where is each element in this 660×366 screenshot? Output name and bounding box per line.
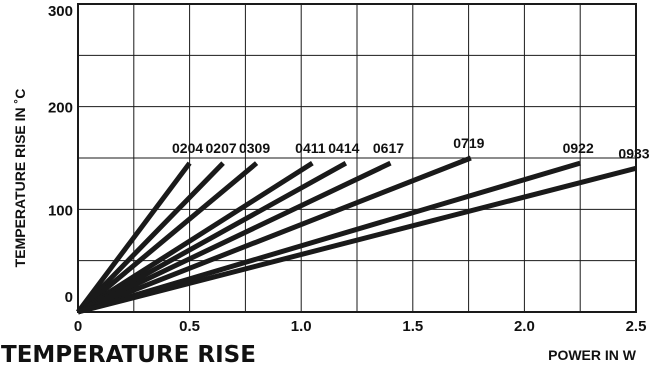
x-tick-labels: 0 0.5 1.0 1.5 2.0 2.5 [74, 318, 647, 335]
series-line-0204 [75, 161, 192, 314]
series-labels: 0204 0207 0309 0411 0414 0617 0719 0922 0933 [172, 135, 650, 161]
series-line-0617 [76, 160, 392, 315]
x-tick-label: 1.5 [402, 318, 423, 335]
series-label-0309: 0309 [239, 140, 270, 156]
series-line-0309 [76, 161, 259, 314]
y-tick-label: 300 [48, 3, 73, 20]
series-line-0719 [77, 155, 472, 315]
series-line-0933 [77, 165, 637, 315]
y-tick-label: 100 [48, 202, 73, 219]
plot-frame [77, 3, 637, 313]
x-tick-label: 2.0 [514, 318, 535, 335]
x-tick-label: 1.0 [291, 318, 312, 335]
series-label-0719: 0719 [453, 135, 484, 151]
series-line-0922 [77, 160, 581, 315]
series-label-0933: 0933 [618, 145, 649, 161]
y-tick-label: 0 [65, 289, 73, 306]
chart-title: TEMPERATURE RISE [1, 342, 256, 366]
x-tick-label: 0.5 [179, 318, 200, 335]
series-label-0411: 0411 [295, 140, 326, 156]
x-tick-label: 0 [74, 318, 82, 335]
y-axis-label: TEMPERATURE RISE IN ˚C [12, 89, 28, 268]
series-label-0204: 0204 [172, 140, 203, 156]
grid [78, 4, 636, 312]
series-label-0207: 0207 [206, 140, 237, 156]
x-tick-label: 2.5 [626, 318, 647, 335]
series-label-0922: 0922 [563, 140, 594, 156]
series-line-0414 [76, 160, 348, 315]
y-tick-label: 200 [48, 100, 73, 117]
series-label-0414: 0414 [328, 140, 359, 156]
series-line-0207 [76, 161, 225, 314]
x-axis-label: POWER IN W [548, 347, 637, 363]
y-tick-labels: 0 100 200 300 [48, 3, 73, 306]
series-lines [75, 155, 637, 315]
series-label-0617: 0617 [373, 140, 404, 156]
series-line-0411 [76, 161, 314, 315]
